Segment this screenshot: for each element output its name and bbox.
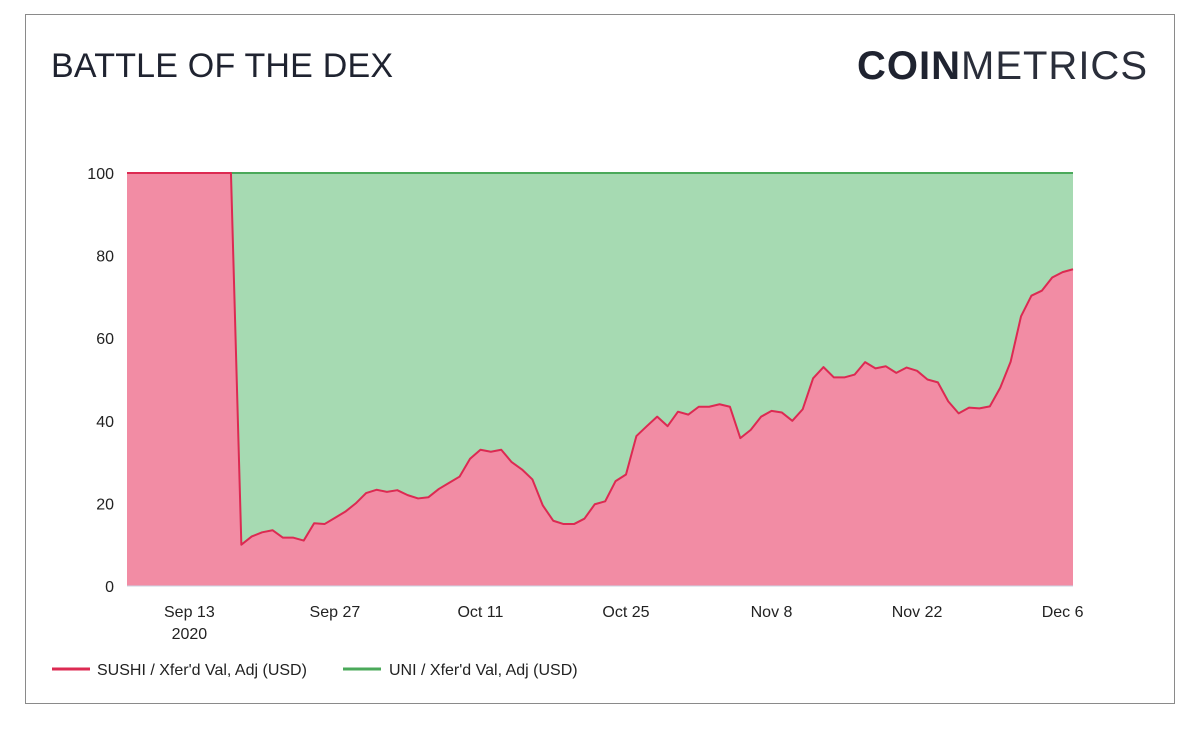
- logo-text-coin: COIN: [857, 44, 961, 88]
- x-tick-label-6: Dec 6: [1042, 604, 1084, 621]
- series-area-sushi: [127, 173, 1073, 586]
- x-tick-label-2: Oct 11: [457, 604, 503, 621]
- x-tick-label-0: Sep 13: [164, 604, 215, 621]
- y-tick-label-0: 0: [105, 579, 114, 596]
- series-line-sushi: [127, 172, 1074, 546]
- y-axis: 0 20 40 60 80 100: [87, 166, 114, 596]
- x-axis: Sep 13 2020 Sep 27 Oct 11 Oct 25 Nov 8 Nov 22 D…: [164, 604, 1084, 643]
- x-tick-label-5: Nov 22: [892, 604, 943, 621]
- y-tick-label-80: 80: [96, 249, 114, 266]
- x-tick-label-1: Sep 27: [310, 604, 361, 621]
- series-area-uni: [127, 173, 1073, 545]
- x-tick-label-4: Nov 8: [751, 604, 793, 621]
- logo-text-metrics: METRICS: [961, 44, 1148, 88]
- y-tick-label-40: 40: [96, 414, 114, 431]
- chart-title: BATTLE OF THE DEX: [51, 47, 394, 85]
- y-tick-label-100: 100: [87, 166, 114, 183]
- legend: SUSHI / Xfer'd Val, Adj (USD) UNI / Xfer…: [52, 662, 578, 679]
- coinmetrics-logo: COINMETRICS: [857, 44, 1148, 89]
- x-tick-label-3: Oct 25: [602, 604, 649, 621]
- x-tick-sublabel-0: 2020: [172, 626, 208, 643]
- plot-area: [127, 172, 1074, 587]
- y-tick-label-60: 60: [96, 331, 114, 348]
- y-tick-label-20: 20: [96, 496, 114, 513]
- legend-label-sushi: SUSHI / Xfer'd Val, Adj (USD): [97, 662, 307, 679]
- legend-label-uni: UNI / Xfer'd Val, Adj (USD): [389, 662, 578, 679]
